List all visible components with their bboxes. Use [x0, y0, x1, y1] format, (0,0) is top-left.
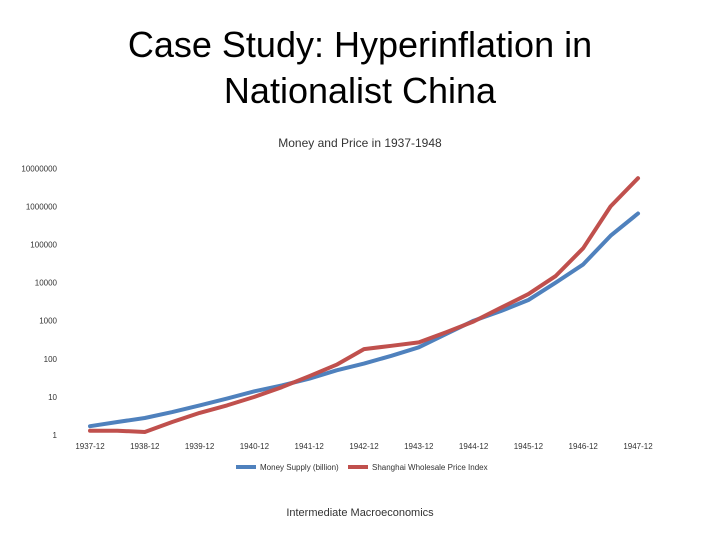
chart-title: Money and Price in 1937-1948	[278, 136, 442, 150]
x-tick-label: 1943-12	[404, 442, 434, 451]
legend-label: Money Supply (billion)	[260, 463, 339, 472]
series-line-price-index	[88, 176, 640, 434]
y-tick-label: 100000	[30, 241, 57, 250]
series-lines	[88, 176, 640, 434]
y-tick-label: 10000	[35, 279, 58, 288]
x-tick-label: 1945-12	[514, 442, 544, 451]
y-tick-label: 100	[44, 355, 58, 364]
y-tick-label: 10	[48, 393, 57, 402]
slide-title-line-1: Case Study: Hyperinflation in	[127, 24, 593, 65]
y-tick-label: 1000	[39, 317, 57, 326]
x-tick-label: 1938-12	[130, 442, 160, 451]
x-tick-label: 1947-12	[623, 442, 653, 451]
legend: Money Supply (billion) Shanghai Wholesale…	[236, 463, 488, 472]
y-axis-labels: 1 10 100 1000 10000 100000 1000000 10000000	[21, 164, 57, 440]
x-tick-label: 1941-12	[295, 442, 325, 451]
slide-title: Case Study: Hyperinflation in Nationalis…	[60, 22, 660, 114]
x-tick-label: 1937-12	[75, 442, 105, 451]
footer-text: Intermediate Macroeconomics	[286, 507, 434, 519]
x-axis-labels: 1937-12 1938-12 1939-12 1940-12 1941-12 1942-…	[75, 442, 653, 451]
x-tick-label: 1940-12	[240, 442, 270, 451]
x-tick-label: 1942-12	[349, 442, 379, 451]
x-tick-label: 1946-12	[569, 442, 599, 451]
y-tick-label: 1000000	[26, 202, 58, 211]
legend-label: Shanghai Wholesale Price Index	[372, 463, 488, 472]
x-tick-label: 1944-12	[459, 442, 489, 451]
y-tick-label: 10000000	[21, 164, 57, 173]
x-tick-label: 1939-12	[185, 442, 215, 451]
y-tick-label: 1	[53, 431, 58, 440]
slide-title-line-2: Nationalist China	[223, 70, 497, 111]
series-line-money-supply	[88, 211, 640, 429]
